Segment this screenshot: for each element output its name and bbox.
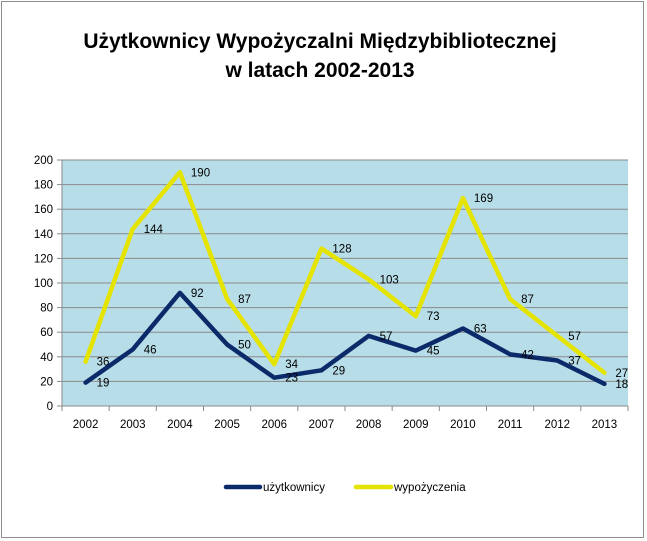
data-label: 36 [97,357,110,369]
legend-label: wypożyczenia [393,482,466,494]
y-tick-label: 100 [34,278,53,290]
data-label: 29 [332,365,345,377]
data-label: 27 [615,368,628,380]
data-label: 46 [144,344,157,356]
x-tick-label: 2007 [309,419,335,431]
x-tick-label: 2004 [167,419,193,431]
data-label: 19 [97,378,110,390]
gridlines [62,159,628,382]
y-tick-label: 0 [47,401,53,413]
y-tick-label: 160 [34,204,53,216]
data-label: 45 [427,346,440,358]
x-tick-label: 2011 [498,419,523,431]
legend-label: użytkownicy [263,482,325,494]
x-axis: 2002 2003 2004 2005 2006 2007 2008 2009 2010 2011… [61,405,629,431]
x-tick-label: 2012 [544,419,570,431]
data-label: 50 [238,340,251,352]
data-label: 92 [191,288,204,300]
data-label: 73 [427,311,440,323]
series-layer [83,170,607,387]
y-tick-label: 120 [34,253,53,265]
data-label: 63 [474,324,487,336]
x-tick-label: 2005 [214,419,240,431]
data-label: 190 [191,167,210,179]
y-tick-label: 200 [34,155,53,167]
y-tick-label: 80 [40,303,53,315]
data-label: 23 [285,373,298,385]
y-tick-label: 40 [40,352,53,364]
y-tick-label: 140 [34,229,53,241]
y-tick-label: 180 [34,180,53,192]
y-axis: 0 20 40 60 80 100 120 140 160 180 200 [34,155,63,413]
x-tick-label: 2008 [356,419,382,431]
data-label: 169 [474,193,493,205]
data-label: 18 [615,379,628,391]
series-line-wypozyczenia [83,170,607,376]
x-tick-label: 2006 [261,419,287,431]
data-label: 57 [380,331,393,343]
data-label: 103 [380,274,399,286]
x-tick-label: 2010 [450,419,476,431]
data-label: 37 [568,355,581,367]
x-tick-label: 2013 [592,419,618,431]
y-tick-label: 60 [40,327,53,339]
chart-subtitle: w latach 2002-2013 [224,59,414,82]
data-label: 144 [144,224,164,236]
data-label: 57 [568,331,581,343]
data-label: 42 [521,349,534,361]
data-label: 87 [521,294,534,306]
data-label: 128 [332,244,351,256]
chart-title: Użytkownicy Wypożyczalni Międzybibliotec… [83,30,556,53]
x-tick-label: 2009 [403,419,429,431]
x-tick-label: 2003 [120,419,146,431]
y-tick-label: 20 [40,376,53,388]
data-label: 34 [285,359,298,371]
series-line-uzytkownicy [83,290,607,387]
x-tick-label: 2002 [73,419,99,431]
data-labels: 19 46 92 50 23 29 57 45 63 42 37 18 36 144 190 87 34 128 1… [97,167,629,391]
legend: użytkownicy wypożyczenia [223,482,466,494]
data-label: 87 [238,294,251,306]
